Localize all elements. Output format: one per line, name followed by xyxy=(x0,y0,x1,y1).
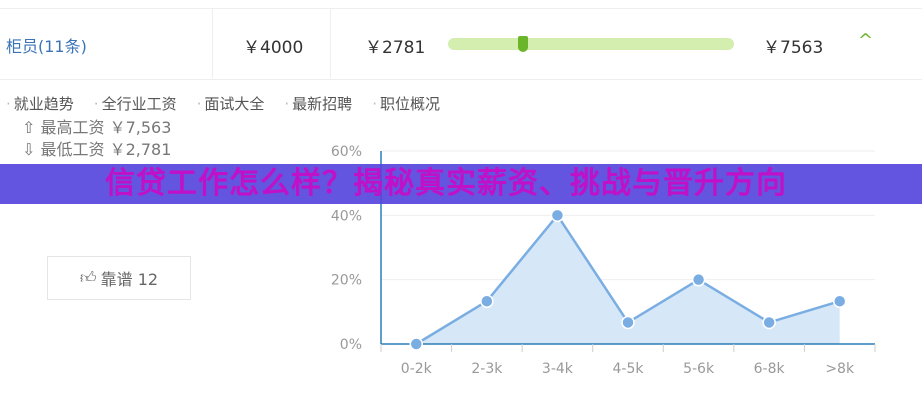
nav-link[interactable]: · 面试大全 xyxy=(196,95,265,113)
data-point xyxy=(691,272,706,287)
x-tick-label: 4-5k xyxy=(613,361,645,377)
min-salary: ￥2781 xyxy=(365,38,426,58)
y-tick-label: 0% xyxy=(340,337,362,353)
lowest-salary-stat: ⇩ 最低工资 ￥2,781 xyxy=(22,140,172,159)
like-button[interactable]: 👍︎ 靠谱 12 xyxy=(47,256,191,300)
data-point xyxy=(762,315,776,330)
data-point xyxy=(480,294,494,308)
x-tick-label: 5-6k xyxy=(683,361,715,377)
chevron-up-icon[interactable]: ^ xyxy=(858,30,874,51)
x-tick-label: 0-2k xyxy=(401,361,433,377)
x-tick-label: 6-8k xyxy=(754,361,786,377)
nav-link[interactable]: · 职位概况 xyxy=(372,95,440,113)
x-tick-label: 3-4k xyxy=(542,361,574,377)
nav-link[interactable]: · 最新招聘 xyxy=(284,95,353,113)
nav-link[interactable]: · 全行业工资 xyxy=(93,95,177,113)
job-title-link[interactable]: 柜员(11条) xyxy=(6,37,87,56)
x-tick-label: >8k xyxy=(825,361,855,377)
highest-salary-stat: ⇧ 最高工资 ￥7,563 xyxy=(22,118,172,137)
x-tick-label: 2-3k xyxy=(471,361,503,377)
y-tick-label: 40% xyxy=(331,208,362,224)
max-salary: ￥7563 xyxy=(763,38,824,58)
salary-row xyxy=(0,8,922,80)
divider xyxy=(212,8,213,78)
area-fill xyxy=(416,215,840,344)
y-tick-label: 60% xyxy=(331,144,362,160)
title-banner xyxy=(0,164,922,204)
data-point xyxy=(409,337,424,351)
data-point xyxy=(550,208,565,223)
thumbs-up-icon: 👍︎ xyxy=(79,268,97,287)
sub-nav: · 就业趋势 · 全行业工资 · 面试大全 · 最新招聘 · 职位概况 xyxy=(6,94,440,114)
banner-title: 信贷工作怎么样？揭秘真实薪资、挑战与晋升方向 xyxy=(105,166,787,201)
y-tick-label: 20% xyxy=(331,273,362,289)
divider xyxy=(330,8,331,78)
data-point xyxy=(621,315,635,330)
data-point xyxy=(832,294,847,308)
arrow-up-icon: ⇧ xyxy=(22,118,36,137)
nav-link[interactable]: · 就业趋势 xyxy=(6,95,74,113)
salary-range-marker xyxy=(518,36,528,52)
average-salary: ￥4000 xyxy=(243,38,304,58)
arrow-down-icon: ⇩ xyxy=(22,140,36,159)
